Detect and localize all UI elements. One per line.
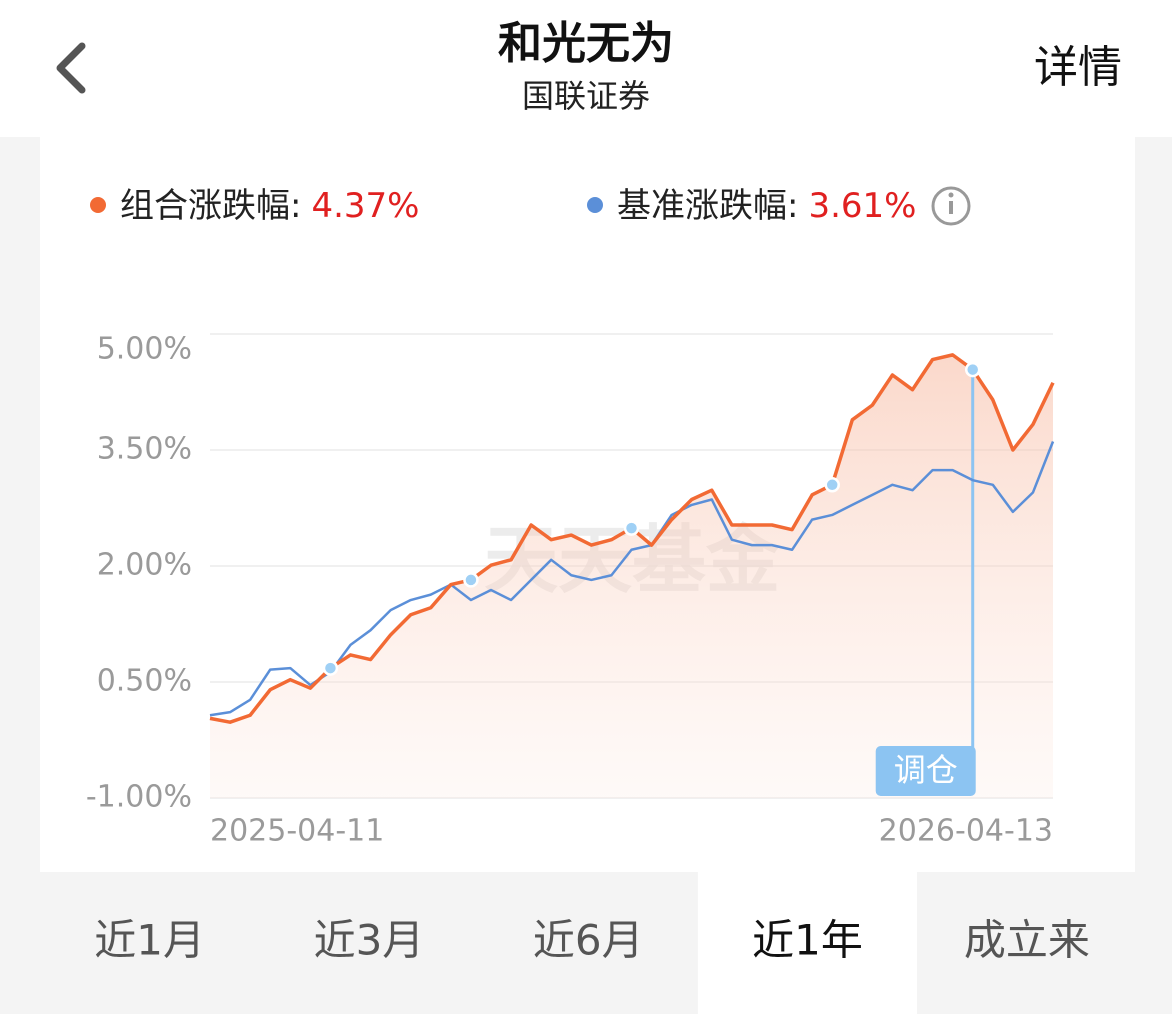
x-tick-label: 2026-04-13 — [879, 814, 1053, 849]
tab-bg[interactable] — [478, 872, 698, 1014]
y-tick-label: 0.50% — [97, 664, 192, 699]
tab-bg[interactable] — [40, 872, 260, 1014]
tab-bar: 近1月 近3月 近6月 近1年 成立来 — [40, 872, 1137, 1014]
rebalance-dot[interactable] — [322, 660, 339, 676]
legend-dot — [90, 197, 106, 213]
tab[interactable]: 成立来 — [964, 916, 1090, 965]
legend-entry: 组合涨跌幅: 4.37% — [120, 186, 419, 226]
subtitle: 国联证券 — [522, 77, 650, 115]
rebalance-tag — [875, 746, 976, 796]
legend-value: 4.37% — [311, 186, 419, 226]
tab[interactable]: 近6月 — [533, 916, 644, 965]
rebalance-dot[interactable] — [824, 477, 840, 493]
tab-bg[interactable] — [697, 872, 918, 1014]
x-tick-label: 2025-04-11 — [210, 814, 384, 849]
area — [210, 354, 1053, 798]
legend-value: 3.61% — [808, 186, 916, 226]
tab-bg[interactable] — [917, 872, 1137, 1014]
y-tick-label: 5.00% — [97, 332, 192, 367]
legend-entry: 基准涨跌幅: 3.61% — [617, 186, 916, 226]
info-icon-bar — [949, 201, 953, 214]
y-tick-label: 3.50% — [97, 432, 192, 467]
rebalance-dot[interactable] — [964, 361, 981, 378]
legend-label: 组合涨跌幅: — [120, 186, 301, 226]
tab[interactable]: 近3月 — [314, 916, 425, 965]
y-tick-label: -1.00% — [86, 780, 192, 815]
chart: 组合涨跌幅: 4.37% 基准涨跌幅: 3.61% 5.00% 3.50% 2.00% 0.5… — [86, 186, 1055, 849]
series-line — [209, 441, 1055, 717]
rebalance-dot[interactable] — [623, 520, 640, 536]
back-button[interactable] — [56, 42, 86, 94]
y-tick-label: 2.00% — [97, 548, 192, 583]
title: 和光无为 — [498, 18, 674, 69]
tab-bg[interactable] — [259, 872, 479, 1014]
rebalance-label: 调仓 — [894, 751, 958, 789]
tab[interactable]: 近1月 — [94, 916, 205, 965]
tab[interactable]: 近1年 — [752, 916, 863, 965]
legend-label: 基准涨跌幅: — [617, 186, 798, 226]
info-icon-dot — [948, 192, 954, 198]
header-bg — [0, 0, 1172, 137]
legend-dot — [587, 197, 603, 213]
info-icon[interactable] — [931, 186, 971, 226]
rebalance-dot[interactable] — [463, 572, 479, 588]
detail-button[interactable]: 详情 — [1034, 42, 1122, 93]
